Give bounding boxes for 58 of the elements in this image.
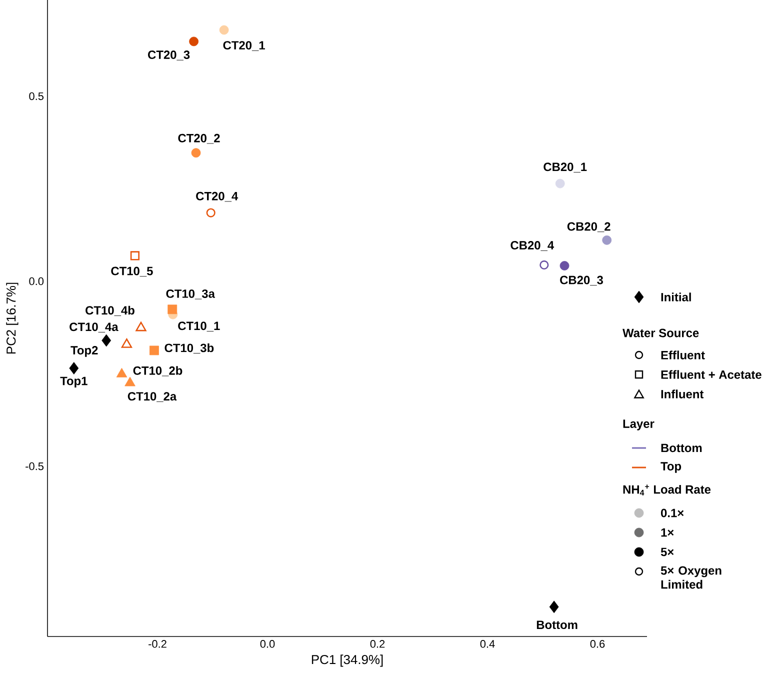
text: Effluent + Acetate: [661, 370, 762, 379]
text: Effluent: [661, 350, 705, 360]
annotation: CB20_1: [544, 162, 587, 172]
x-tick-label: 0.6: [590, 640, 605, 648]
annotation: CT20_1: [223, 41, 265, 51]
annotation: CT10_3a: [166, 289, 216, 300]
annotation: CB20_3: [560, 276, 603, 286]
point: [116, 368, 128, 378]
x-tick-label: -0.2: [148, 640, 166, 648]
point: [549, 600, 559, 614]
point: [602, 235, 612, 245]
point: [540, 260, 549, 270]
point: [168, 304, 178, 314]
point: [130, 251, 140, 260]
annotation: CT10_3b: [164, 343, 214, 354]
annotation: CT20_3: [148, 50, 190, 60]
y-tick-label: -0.5: [26, 462, 44, 470]
point: [121, 338, 132, 348]
y-tick-label: 0.5: [29, 92, 44, 100]
point: [124, 376, 136, 386]
text: Influent: [661, 390, 704, 398]
text: 1×: [661, 528, 674, 537]
x-tick-label: 0.2: [370, 640, 385, 648]
point: [206, 208, 216, 218]
annotation: CT10_1: [178, 322, 220, 332]
annotation: CT10_4b: [86, 306, 134, 316]
annotation: Bottom: [536, 620, 578, 630]
legend-label: Initial: [661, 292, 691, 302]
annotation: Water Source: [622, 328, 699, 338]
annotation: CB20_4: [510, 241, 554, 251]
point: [150, 346, 159, 356]
point: [136, 322, 146, 332]
text: Top: [660, 462, 682, 473]
annotation: Top2: [70, 346, 98, 357]
annotation: CT10_2a: [128, 392, 177, 402]
text: 5× Oxygen Limited: [660, 566, 722, 589]
text: Bottom: [661, 444, 702, 452]
x-axis-title: PC1 [34.9%]: [312, 654, 383, 667]
point: [555, 178, 565, 188]
annotation: CT10_2b: [133, 366, 182, 376]
annotation: Top1: [60, 376, 88, 388]
point: [189, 36, 198, 46]
y-axis-title: PC2 [16.7%]: [6, 282, 18, 354]
point: [102, 334, 112, 347]
x-tick-label: 0.4: [480, 640, 495, 648]
annotation: CT10_5: [111, 266, 153, 277]
annotation: CT10_4a: [70, 322, 118, 332]
annotation: CT20_4: [196, 192, 238, 202]
text: 5×: [660, 548, 674, 556]
annotation: Layer: [623, 420, 654, 430]
annotation: NH$_{4}$$^{+}$ Load Rate: [623, 484, 711, 496]
y-tick-label: 0.0: [29, 277, 44, 286]
annotation: CB20_2: [567, 222, 610, 232]
point: [69, 362, 79, 374]
point: [219, 25, 229, 35]
x-tick-label: 0.0: [260, 640, 275, 648]
text: 0.1×: [660, 508, 684, 518]
annotation: CT20_2: [178, 134, 220, 144]
